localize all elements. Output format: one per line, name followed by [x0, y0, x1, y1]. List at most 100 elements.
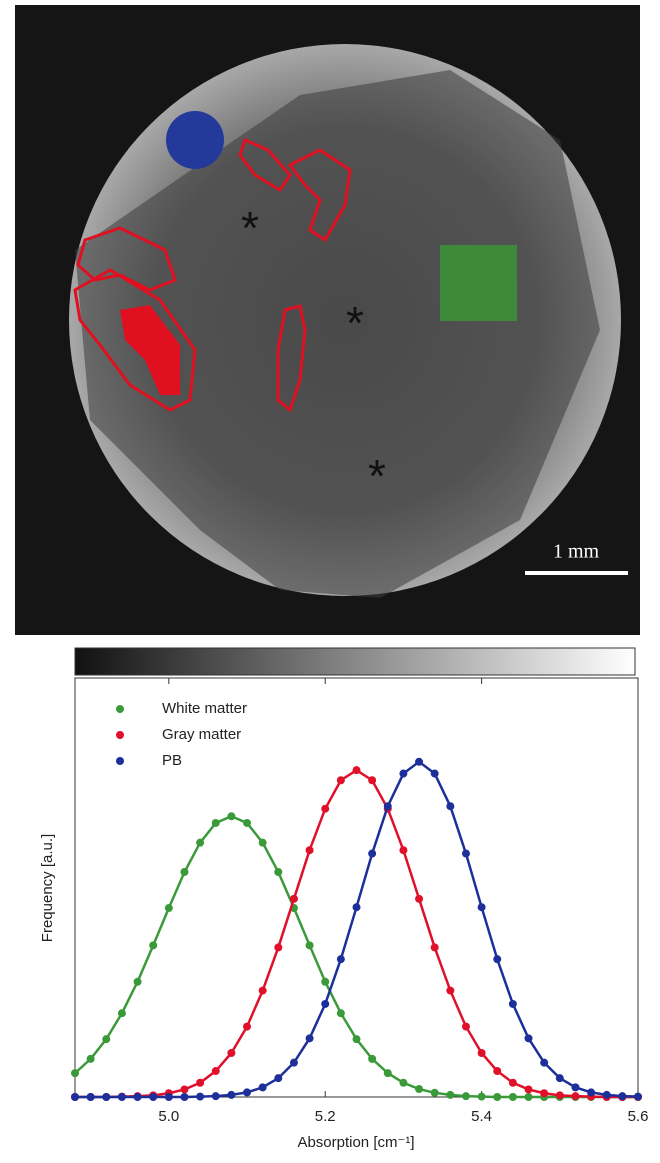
page: Absorption histograms {"image": {"scale_…: [0, 0, 660, 1163]
data-point: [431, 943, 439, 951]
data-point: [196, 1079, 204, 1087]
data-point: [134, 1093, 142, 1101]
data-point: [415, 895, 423, 903]
data-point: [227, 1091, 235, 1099]
data-point: [259, 839, 267, 847]
data-point: [634, 1093, 642, 1101]
ct-image: * * * 1 mm: [15, 5, 640, 635]
legend-marker: [116, 705, 124, 713]
x-tick-label: 5.2: [315, 1108, 336, 1125]
data-point: [134, 978, 142, 986]
data-point: [399, 846, 407, 854]
data-point: [509, 1000, 517, 1008]
data-point: [415, 758, 423, 766]
data-point: [415, 1085, 423, 1093]
data-point: [368, 850, 376, 858]
data-point: [243, 1088, 251, 1096]
data-point: [478, 903, 486, 911]
data-point: [227, 812, 235, 820]
legend-label: White matter: [162, 700, 247, 717]
data-point: [431, 770, 439, 778]
data-point: [149, 1093, 157, 1101]
data-point: [509, 1079, 517, 1087]
body: * * * 1 mm Absorption [cm⁻¹] Frequency […: [0, 0, 660, 1163]
data-point: [446, 987, 454, 995]
marker: *: [346, 297, 364, 349]
data-point: [478, 1049, 486, 1057]
data-point: [274, 868, 282, 876]
data-point: [368, 1055, 376, 1063]
data-point: [290, 895, 298, 903]
data-point: [399, 1079, 407, 1087]
data-point: [525, 1093, 533, 1101]
data-point: [493, 955, 501, 963]
data-point: [227, 1049, 235, 1057]
data-point: [540, 1089, 548, 1097]
data-point: [384, 1069, 392, 1077]
data-point: [540, 1059, 548, 1067]
pb-roi: [166, 111, 224, 169]
data-point: [618, 1092, 626, 1100]
data-point: [321, 1000, 329, 1008]
data-point: [353, 1035, 361, 1043]
data-point: [180, 1093, 188, 1101]
data-point: [446, 802, 454, 810]
data-point: [274, 1074, 282, 1082]
data-point: [556, 1074, 564, 1082]
data-point: [102, 1093, 110, 1101]
data-point: [243, 819, 251, 827]
data-point: [306, 1034, 314, 1042]
data-point: [180, 868, 188, 876]
data-point: [102, 1035, 110, 1043]
data-point: [478, 1093, 486, 1101]
data-point: [71, 1093, 79, 1101]
data-point: [243, 1023, 251, 1031]
data-point: [337, 776, 345, 784]
data-point: [446, 1091, 454, 1099]
data-point: [87, 1055, 95, 1063]
data-point: [603, 1091, 611, 1099]
data-point: [509, 1093, 517, 1101]
data-point: [259, 1083, 267, 1091]
data-point: [462, 1092, 470, 1100]
data-point: [118, 1093, 126, 1101]
data-point: [180, 1085, 188, 1093]
data-point: [525, 1034, 533, 1042]
data-point: [337, 955, 345, 963]
data-point: [196, 1093, 204, 1101]
legend-marker: [116, 731, 124, 739]
scale-bar-label: 1 mm: [553, 541, 600, 563]
data-point: [321, 805, 329, 813]
colorbar: [75, 648, 635, 675]
legend-label: PB: [162, 752, 182, 769]
data-point: [165, 1093, 173, 1101]
data-point: [525, 1085, 533, 1093]
data-point: [493, 1067, 501, 1075]
data-point: [71, 1069, 79, 1077]
data-point: [571, 1083, 579, 1091]
white-matter-roi: [440, 245, 517, 321]
data-point: [587, 1088, 595, 1096]
x-tick-label: 5.0: [158, 1108, 179, 1125]
data-point: [431, 1089, 439, 1097]
legend-label: Gray matter: [162, 726, 241, 743]
data-point: [118, 1009, 126, 1017]
data-point: [212, 1092, 220, 1100]
data-point: [149, 941, 157, 949]
data-point: [571, 1092, 579, 1100]
legend-marker: [116, 757, 124, 765]
data-point: [399, 770, 407, 778]
data-point: [462, 1023, 470, 1031]
data-point: [337, 1009, 345, 1017]
fit-line: [75, 816, 638, 1097]
data-point: [212, 819, 220, 827]
data-point: [87, 1093, 95, 1101]
data-point: [556, 1091, 564, 1099]
figure: * * * 1 mm Absorption [cm⁻¹] Frequency […: [0, 0, 660, 1158]
data-point: [306, 941, 314, 949]
data-point: [259, 987, 267, 995]
data-point: [290, 1059, 298, 1067]
data-point: [353, 903, 361, 911]
data-point: [493, 1093, 501, 1101]
marker: *: [368, 450, 386, 502]
